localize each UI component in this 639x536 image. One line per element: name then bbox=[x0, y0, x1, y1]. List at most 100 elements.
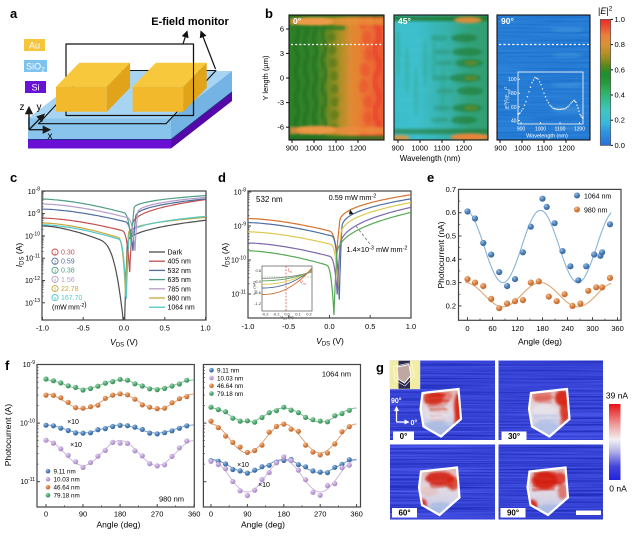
svg-text:SiO2: SiO2 bbox=[26, 62, 45, 74]
svg-text:0: 0 bbox=[465, 324, 469, 333]
svg-text:e: e bbox=[427, 170, 434, 185]
svg-text:Photocurrent (nA): Photocurrent (nA) bbox=[436, 221, 446, 288]
svg-text:-0.6: -0.6 bbox=[254, 290, 262, 295]
svg-text:Angle (deg): Angle (deg) bbox=[97, 520, 141, 530]
svg-text:10-10: 10-10 bbox=[231, 255, 246, 264]
svg-text:-3: -3 bbox=[277, 98, 284, 107]
svg-text:1.0: 1.0 bbox=[406, 322, 416, 331]
svg-text:0.6: 0.6 bbox=[615, 65, 625, 74]
svg-text:167.70: 167.70 bbox=[61, 295, 83, 302]
svg-text:0.59: 0.59 bbox=[61, 259, 75, 266]
svg-text:120: 120 bbox=[511, 324, 524, 333]
svg-text:6: 6 bbox=[54, 296, 57, 301]
svg-text:180: 180 bbox=[278, 510, 291, 519]
svg-text:0.0: 0.0 bbox=[119, 324, 129, 333]
svg-text:IDS (A): IDS (A) bbox=[220, 243, 232, 268]
svg-text:46.64 nm: 46.64 nm bbox=[217, 383, 243, 390]
svg-text:1064 nm: 1064 nm bbox=[168, 305, 195, 312]
svg-text:0.5: 0.5 bbox=[365, 322, 375, 331]
svg-text:785 nm: 785 nm bbox=[168, 286, 192, 293]
svg-text:1200: 1200 bbox=[350, 144, 367, 153]
svg-text:90°: 90° bbox=[501, 16, 514, 26]
svg-text:y: y bbox=[37, 102, 42, 113]
svg-text:90°: 90° bbox=[391, 397, 402, 405]
svg-text:3: 3 bbox=[54, 269, 57, 274]
svg-text:1.0: 1.0 bbox=[615, 15, 625, 24]
svg-text:1100: 1100 bbox=[328, 144, 344, 153]
svg-text:f: f bbox=[5, 358, 10, 373]
svg-text:2: 2 bbox=[54, 259, 57, 264]
svg-text:1100: 1100 bbox=[434, 144, 450, 153]
svg-text:Wavelength (nm): Wavelength (nm) bbox=[526, 134, 568, 140]
svg-text:10-10: 10-10 bbox=[25, 231, 40, 240]
svg-text:60: 60 bbox=[511, 105, 517, 111]
svg-text:10-11: 10-11 bbox=[231, 289, 246, 298]
svg-text:1100: 1100 bbox=[555, 127, 566, 133]
svg-text:Au: Au bbox=[29, 41, 40, 51]
svg-text:0.2: 0.2 bbox=[615, 116, 625, 125]
svg-text:900: 900 bbox=[517, 127, 526, 133]
svg-text:30°: 30° bbox=[508, 432, 520, 441]
svg-text:10-12: 10-12 bbox=[25, 276, 40, 285]
svg-text:×10: ×10 bbox=[258, 482, 270, 489]
svg-text:10.03 nm: 10.03 nm bbox=[54, 477, 80, 484]
svg-text:0.0: 0.0 bbox=[284, 312, 290, 317]
svg-text:b: b bbox=[265, 6, 273, 21]
svg-text:45°: 45° bbox=[398, 16, 411, 26]
svg-text:E-field monitor: E-field monitor bbox=[151, 16, 229, 28]
svg-text:z: z bbox=[20, 102, 25, 113]
svg-text:10-13: 10-13 bbox=[25, 298, 40, 307]
svg-text:Si: Si bbox=[31, 83, 39, 93]
svg-text:×10: ×10 bbox=[237, 462, 249, 469]
svg-text:0.7: 0.7 bbox=[446, 185, 456, 194]
svg-text:1: 1 bbox=[54, 250, 57, 255]
svg-text:100: 100 bbox=[508, 77, 517, 83]
svg-text:532 nm: 532 nm bbox=[256, 195, 283, 204]
svg-text:Isc: Isc bbox=[288, 268, 293, 274]
svg-text:0.59 mW mm-2: 0.59 mW mm-2 bbox=[329, 193, 377, 202]
svg-text:90: 90 bbox=[243, 510, 251, 519]
svg-text:10-8: 10-8 bbox=[234, 187, 246, 196]
svg-text:1000: 1000 bbox=[411, 144, 428, 153]
svg-text:0.0: 0.0 bbox=[255, 279, 261, 284]
svg-text:10.03 nm: 10.03 nm bbox=[217, 375, 243, 382]
svg-text:Angle (deg): Angle (deg) bbox=[518, 337, 562, 347]
svg-text:10-10: 10-10 bbox=[20, 419, 35, 428]
svg-text:Angle (deg): Angle (deg) bbox=[241, 520, 285, 530]
svg-text:1000: 1000 bbox=[535, 127, 546, 133]
svg-text:-0.5: -0.5 bbox=[282, 322, 295, 331]
svg-text:g: g bbox=[376, 360, 384, 375]
svg-text:-0.5: -0.5 bbox=[77, 324, 90, 333]
svg-text:40: 40 bbox=[511, 119, 517, 125]
svg-text:Dark: Dark bbox=[168, 250, 183, 257]
svg-text:980 nm: 980 nm bbox=[584, 208, 608, 215]
svg-text:0: 0 bbox=[209, 510, 213, 519]
svg-text:0.30: 0.30 bbox=[61, 250, 75, 257]
svg-text:c: c bbox=[10, 170, 17, 185]
svg-text:10-9: 10-9 bbox=[23, 360, 35, 369]
svg-text:360: 360 bbox=[611, 324, 624, 333]
svg-text:79.18 nm: 79.18 nm bbox=[217, 391, 243, 398]
svg-text:0.38: 0.38 bbox=[61, 268, 75, 275]
svg-text:|E0|2/|E90|2: |E0|2/|E90|2 bbox=[503, 86, 512, 110]
svg-text:0.6: 0.6 bbox=[255, 268, 261, 273]
svg-text:6: 6 bbox=[280, 25, 284, 34]
svg-text:10-11: 10-11 bbox=[25, 254, 40, 263]
svg-text:46.64 nm: 46.64 nm bbox=[54, 485, 80, 492]
svg-text:0.0: 0.0 bbox=[615, 141, 625, 150]
svg-text:90: 90 bbox=[79, 510, 87, 519]
svg-text:0.2: 0.2 bbox=[306, 312, 312, 317]
svg-text:-1.0: -1.0 bbox=[36, 324, 49, 333]
svg-text:900: 900 bbox=[286, 144, 299, 153]
svg-text:900: 900 bbox=[391, 144, 404, 153]
svg-text:0: 0 bbox=[44, 510, 48, 519]
svg-text:a: a bbox=[10, 6, 18, 21]
svg-text:-1.2: -1.2 bbox=[254, 301, 262, 306]
svg-text:0.2: 0.2 bbox=[446, 301, 456, 310]
svg-text:0°: 0° bbox=[411, 419, 418, 427]
svg-text:60°: 60° bbox=[398, 509, 410, 518]
svg-text:180: 180 bbox=[536, 324, 549, 333]
svg-text:22.78: 22.78 bbox=[61, 286, 79, 293]
svg-text:360: 360 bbox=[350, 510, 363, 519]
svg-text:-0.1: -0.1 bbox=[273, 312, 281, 317]
